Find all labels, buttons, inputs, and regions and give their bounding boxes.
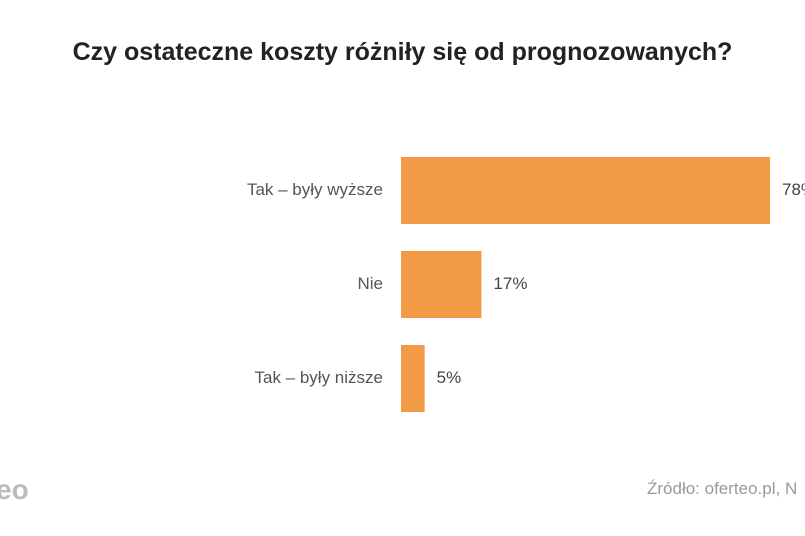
chart-title: Czy ostateczne koszty różniły się od pro… — [72, 38, 733, 66]
value-label-2: 5% — [437, 368, 462, 387]
brand-logo: eo — [0, 474, 29, 505]
category-label-1: Nie — [357, 274, 383, 293]
category-label-2: Tak – były niższe — [255, 368, 384, 387]
bar-1 — [401, 251, 482, 318]
value-label-1: 17% — [493, 274, 527, 293]
source-note: Źródło: oferteo.pl, N — [647, 479, 798, 498]
category-label-0: Tak – były wyższe — [247, 180, 383, 199]
bar-0 — [401, 157, 770, 224]
bar-2 — [401, 345, 425, 412]
value-label-0: 78% — [782, 180, 805, 199]
